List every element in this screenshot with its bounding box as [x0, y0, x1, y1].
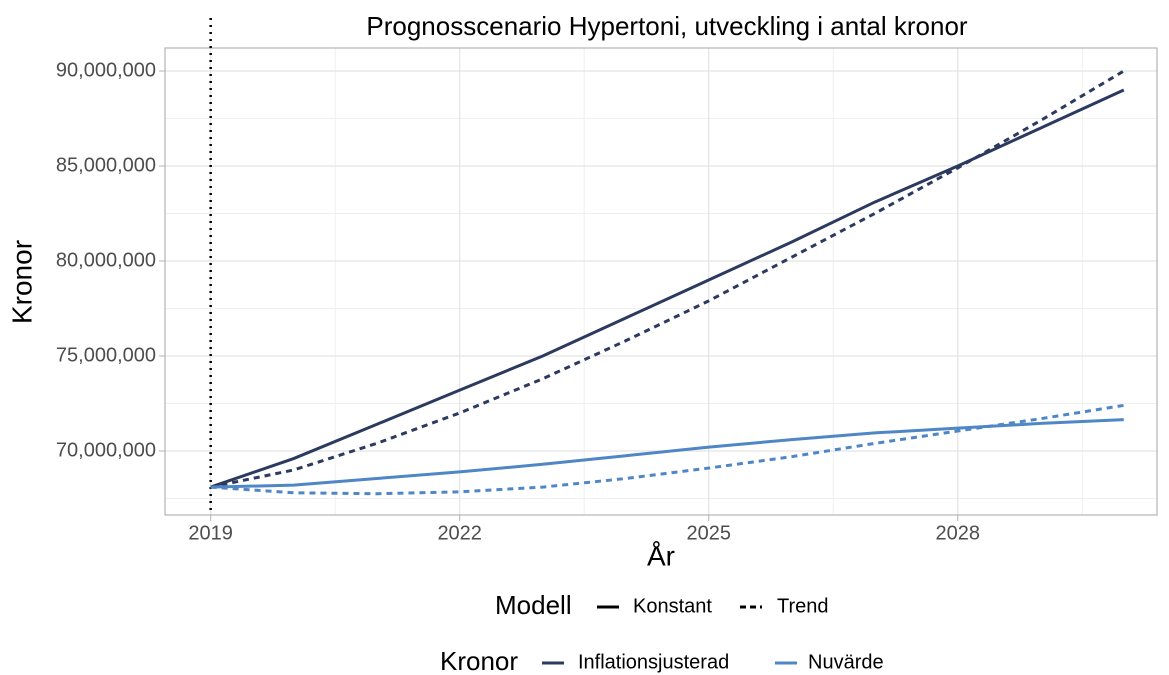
y-tick-label: 85,000,000	[56, 154, 156, 176]
legend-label: Trend	[777, 595, 829, 617]
series-line	[210, 88, 1125, 489]
legend-label: Inflationsjusterad	[578, 651, 729, 673]
plot-border	[164, 47, 1158, 516]
x-axis-title: År	[647, 540, 675, 571]
x-tick-label: 2022	[437, 522, 482, 544]
y-tick-label: 80,000,000	[56, 249, 156, 271]
chart-title: Prognosscenario Hypertoni, utveckling i …	[366, 11, 968, 41]
legend-title: Kronor	[440, 646, 518, 675]
y-tick-label: 70,000,000	[56, 439, 156, 461]
x-tick-label: 2028	[936, 522, 981, 544]
legend-label: Konstant	[633, 595, 712, 617]
legend-title: Modell	[495, 590, 572, 620]
x-tick-label: 2019	[188, 522, 233, 544]
y-axis-title: Kronor	[6, 240, 37, 324]
series-line	[210, 69, 1125, 489]
x-tick-label: 2025	[686, 522, 731, 544]
y-tick-label: 90,000,000	[56, 59, 156, 81]
series-line	[210, 418, 1124, 489]
legend-label: Nuvärde	[808, 651, 884, 673]
y-tick-label: 75,000,000	[56, 344, 156, 366]
